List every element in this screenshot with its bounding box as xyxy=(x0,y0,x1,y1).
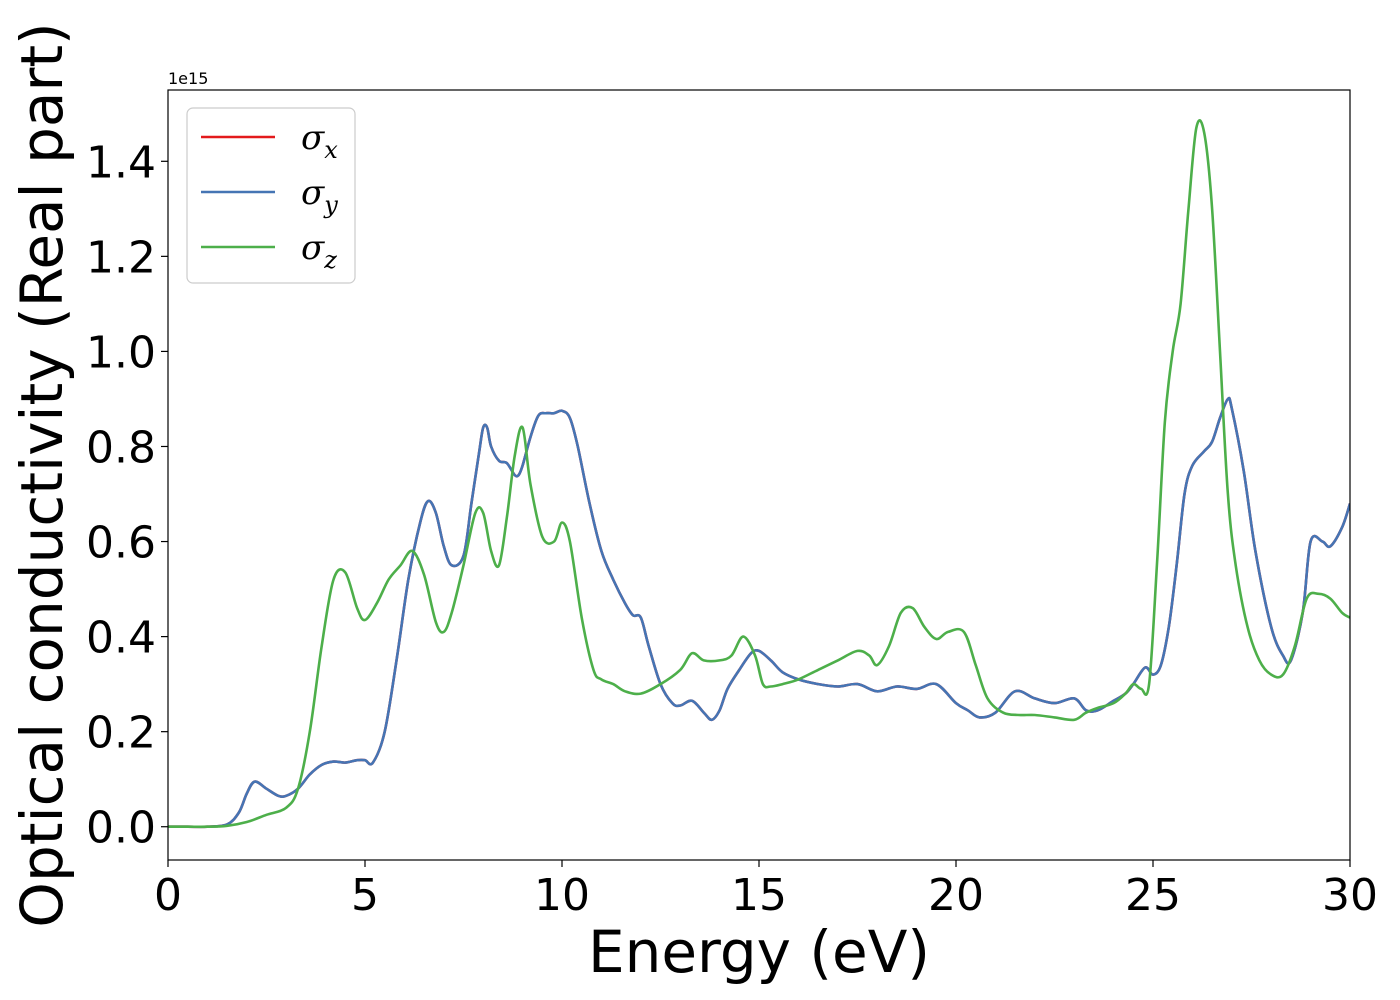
y-tick-label: 0.0 xyxy=(86,803,156,854)
x-tick-label: 0 xyxy=(154,870,182,921)
x-tick-label: 25 xyxy=(1125,870,1181,921)
x-tick-label: 10 xyxy=(534,870,590,921)
plot-frame xyxy=(167,89,1351,861)
legend-label-x: σx xyxy=(301,118,338,164)
y-tick-label: 1.2 xyxy=(86,232,156,283)
legend-label-z: σz xyxy=(301,228,337,274)
series-line-z xyxy=(168,119,1350,829)
y-offset-label: 1e15 xyxy=(168,69,208,88)
tick-layer: 0 5 10 15 20 25 30 0.0 0.2 0.4 0.6 0.8 1.0 1.2 1.4 xyxy=(86,137,1378,921)
x-tick-label: 15 xyxy=(731,870,787,921)
y-tick-label: 0.6 xyxy=(86,518,156,569)
legend-box xyxy=(186,107,356,284)
x-tick-label: 30 xyxy=(1322,870,1378,921)
y-tick-label: 1.0 xyxy=(86,327,156,378)
y-tick-label: 0.2 xyxy=(86,708,156,759)
y-tick-label: 1.4 xyxy=(86,137,156,188)
legend-label-y: σy xyxy=(301,173,338,219)
x-axis-title: Energy (eV) xyxy=(588,918,930,986)
y-tick-label: 0.8 xyxy=(86,422,156,473)
x-tick-label: 5 xyxy=(351,870,379,921)
x-tick-label: 20 xyxy=(928,870,984,921)
series-layer xyxy=(168,119,1350,829)
legend: σx σy σz xyxy=(186,107,356,284)
series-line-y xyxy=(168,396,1350,829)
y-axis-title: Optical conductivity (Real part) xyxy=(8,22,76,927)
y-tick-label: 0.4 xyxy=(86,613,156,664)
